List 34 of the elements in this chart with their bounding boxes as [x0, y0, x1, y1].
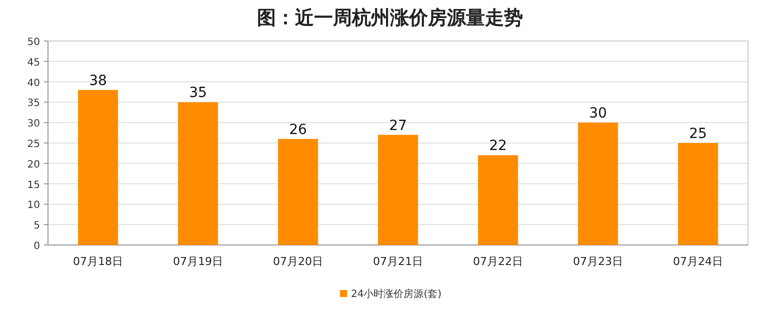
x-tick-label: 07月20日: [273, 255, 323, 268]
x-tick-label: 07月22日: [473, 255, 523, 268]
bar: [578, 122, 618, 245]
data-label: 26: [289, 122, 307, 138]
y-tick-label: 30: [27, 118, 40, 130]
y-tick-label: 35: [27, 98, 40, 110]
data-label: 25: [689, 126, 707, 142]
y-tick-label: 40: [27, 78, 40, 89]
bar: [678, 143, 718, 245]
data-label: 30: [589, 106, 607, 122]
bar: [78, 90, 118, 245]
y-tick-label: 15: [27, 180, 40, 191]
x-tick-label: 07月23日: [573, 255, 623, 268]
bar: [478, 155, 518, 245]
data-label: 22: [489, 138, 507, 154]
chart-title: 图：近一周杭州涨价房源量走势: [257, 7, 523, 29]
y-tick-label: 50: [27, 37, 40, 48]
bar: [178, 102, 218, 245]
legend-label: 24小时涨价房源(套): [351, 288, 442, 300]
y-tick-label: 5: [34, 220, 40, 232]
x-tick-label: 07月24日: [673, 255, 723, 268]
bar: [278, 138, 318, 245]
y-tick-label: 25: [27, 139, 40, 150]
x-tick-label: 07月21日: [373, 255, 423, 268]
bar: [378, 134, 418, 245]
y-tick-label: 45: [27, 57, 40, 68]
data-label: 35: [189, 85, 207, 102]
y-tick-label: 20: [27, 159, 40, 170]
y-tick-label: 10: [27, 200, 40, 212]
x-tick-label: 07月18日: [73, 255, 123, 268]
x-tick-label: 07月19日: [173, 255, 223, 268]
data-label: 38: [89, 72, 107, 89]
y-tick-label: 0: [34, 241, 40, 252]
data-label: 27: [389, 118, 407, 134]
